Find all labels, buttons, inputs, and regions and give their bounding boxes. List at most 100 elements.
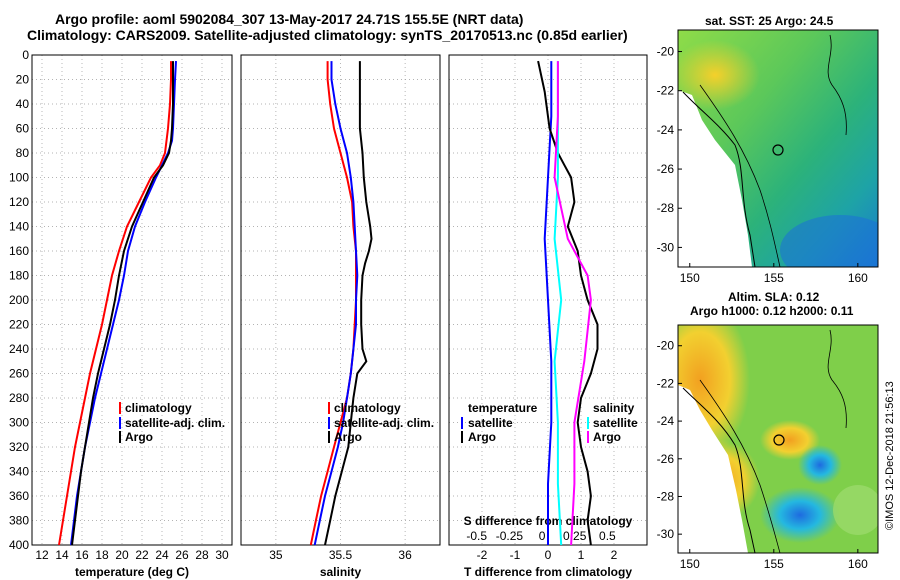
sst-ridge-contour bbox=[827, 34, 847, 136]
legend-label-argo: Argo bbox=[334, 430, 362, 444]
map-x-tick-label: 150 bbox=[680, 271, 700, 285]
map-y-tick-label: -26 bbox=[657, 452, 675, 466]
y-tick-label: 380 bbox=[9, 514, 29, 528]
series-argo bbox=[71, 61, 174, 546]
sst-argo-location-marker bbox=[772, 144, 784, 156]
panel-frame bbox=[240, 54, 441, 546]
y-tick-label: 360 bbox=[9, 489, 29, 503]
series-temperature-satellite bbox=[543, 61, 553, 545]
legend-label-satellite: satellite-adj. clim. bbox=[334, 416, 434, 430]
salinity-legend: climatology satellite-adj. clim. Argo bbox=[328, 401, 434, 444]
legend-sal-header: salinity bbox=[593, 401, 635, 415]
sla-map-ticks: 150 155 160 -20 -22 -24 -26 -28 -30 bbox=[657, 339, 869, 571]
y-tick-label: 120 bbox=[9, 195, 29, 209]
legend-sal-satellite: satellite bbox=[593, 416, 638, 430]
sst-map-ticks: 150 155 160 -20 -22 -24 -26 -28 -30 bbox=[657, 45, 869, 285]
y-tick-label: 260 bbox=[9, 367, 29, 381]
sla-ridge-contour bbox=[827, 329, 847, 429]
sla-map-title-line2: Argo h1000: 0.12 h2000: 0.11 bbox=[690, 304, 854, 318]
series-salinity-argo bbox=[553, 61, 592, 546]
map-y-tick-label: -30 bbox=[657, 240, 675, 254]
legend-temp-argo: Argo bbox=[468, 430, 496, 444]
legend-temp-header: temperature bbox=[468, 401, 538, 415]
x-axis-label: T difference from climatology bbox=[464, 565, 632, 579]
x-tick-label: 16 bbox=[75, 548, 89, 562]
sla-argo-location-marker bbox=[773, 434, 785, 446]
sla-map: 150 155 160 -20 -22 -24 -26 -28 -30 bbox=[657, 324, 879, 571]
x-tick-label: 36 bbox=[398, 548, 412, 562]
x-tick-label: 20 bbox=[115, 548, 129, 562]
sla-map-title-line1: Altim. SLA: 0.12 bbox=[728, 290, 820, 304]
temperature-profile-panel: 12 14 16 18 20 22 24 26 28 30 temperature (deg C) 0… bbox=[9, 48, 233, 579]
y-tick-label: 200 bbox=[9, 293, 29, 307]
sla-map-frame bbox=[677, 324, 879, 554]
temperature-legend: climatology satellite-adj. clim. Argo bbox=[119, 401, 225, 444]
map-x-tick-label: 155 bbox=[764, 557, 784, 571]
sst-shelf-contour bbox=[699, 84, 781, 267]
y-tick-label: 240 bbox=[9, 342, 29, 356]
x-tick-label: 12 bbox=[35, 548, 49, 562]
y-tick-label: 60 bbox=[16, 122, 30, 136]
sst-land-mask bbox=[678, 90, 752, 267]
sst-map: 150 155 160 -20 -22 -24 -26 -28 -30 bbox=[657, 29, 879, 285]
series-climatology bbox=[309, 61, 357, 546]
salinity-profile-panel: 35 35.5 36 salinity bbox=[240, 54, 441, 579]
sla-high-patch-3 bbox=[760, 420, 820, 460]
sst-map-frame bbox=[677, 29, 879, 268]
series-argo bbox=[324, 61, 373, 546]
x-tick-label: 14 bbox=[55, 548, 69, 562]
y-tick-label: 400 bbox=[9, 538, 29, 552]
legend-label-climatology: climatology bbox=[125, 401, 192, 415]
x-tick-label: -2 bbox=[477, 548, 488, 562]
panel-frame bbox=[31, 54, 233, 546]
y-tick-label: 80 bbox=[16, 146, 30, 160]
x-tick-label: 35.5 bbox=[329, 548, 353, 562]
map-x-tick-label: 155 bbox=[764, 271, 784, 285]
map-x-tick-label: 160 bbox=[848, 271, 868, 285]
x-axis-label: temperature (deg C) bbox=[75, 565, 189, 579]
map-x-tick-label: 150 bbox=[680, 557, 700, 571]
legend-label-climatology: climatology bbox=[334, 401, 401, 415]
sst-coastline bbox=[682, 91, 756, 267]
legend-label-satellite: satellite-adj. clim. bbox=[125, 416, 225, 430]
sst-map-title: sat. SST: 25 Argo: 24.5 bbox=[705, 14, 834, 28]
sla-low-eddy bbox=[798, 445, 842, 485]
series-satellite-adj-clim- bbox=[70, 61, 177, 546]
y-tick-label: 100 bbox=[9, 171, 29, 185]
map-y-tick-label: -22 bbox=[657, 84, 675, 98]
header-line1: Argo profile: aoml 5902084_307 13-May-20… bbox=[55, 11, 524, 27]
y-tick-label: 320 bbox=[9, 440, 29, 454]
x-tick-label: -1 bbox=[510, 548, 521, 562]
y-tick-label: 220 bbox=[9, 318, 29, 332]
sla-land-mask bbox=[678, 385, 748, 553]
sla-neutral-patch bbox=[833, 485, 878, 535]
series-satellite-adj-clim- bbox=[313, 61, 359, 546]
map-y-tick-label: -28 bbox=[657, 201, 675, 215]
map-y-tick-label: -24 bbox=[657, 414, 675, 428]
map-y-tick-label: -22 bbox=[657, 376, 675, 390]
y-tick-label: 340 bbox=[9, 465, 29, 479]
series-climatology bbox=[58, 61, 172, 546]
legend-temp-satellite: satellite bbox=[468, 416, 513, 430]
sla-shelf-contour bbox=[699, 379, 781, 553]
map-y-tick-label: -24 bbox=[657, 123, 675, 137]
x-tick-label: 24 bbox=[155, 548, 169, 562]
x-tick-label: 35 bbox=[269, 548, 283, 562]
legend-label-argo: Argo bbox=[125, 430, 153, 444]
sla-low-eddy-2 bbox=[760, 487, 840, 543]
difference-legend: temperature satellite Argo salinity sate… bbox=[461, 401, 638, 444]
map-y-tick-label: -26 bbox=[657, 162, 675, 176]
x-tick-label: 18 bbox=[95, 548, 109, 562]
y-tick-label: 0 bbox=[22, 48, 29, 62]
x-tick-label: 30 bbox=[215, 548, 229, 562]
map-y-tick-label: -28 bbox=[657, 489, 675, 503]
y-tick-label: 20 bbox=[16, 73, 30, 87]
s-tick-label: 0.5 bbox=[599, 529, 616, 543]
series-temperature-argo bbox=[537, 60, 599, 546]
y-tick-label: 180 bbox=[9, 269, 29, 283]
x-tick-label: 26 bbox=[175, 548, 189, 562]
s-tick-label: -0.5 bbox=[466, 529, 487, 543]
y-tick-label: 300 bbox=[9, 416, 29, 430]
